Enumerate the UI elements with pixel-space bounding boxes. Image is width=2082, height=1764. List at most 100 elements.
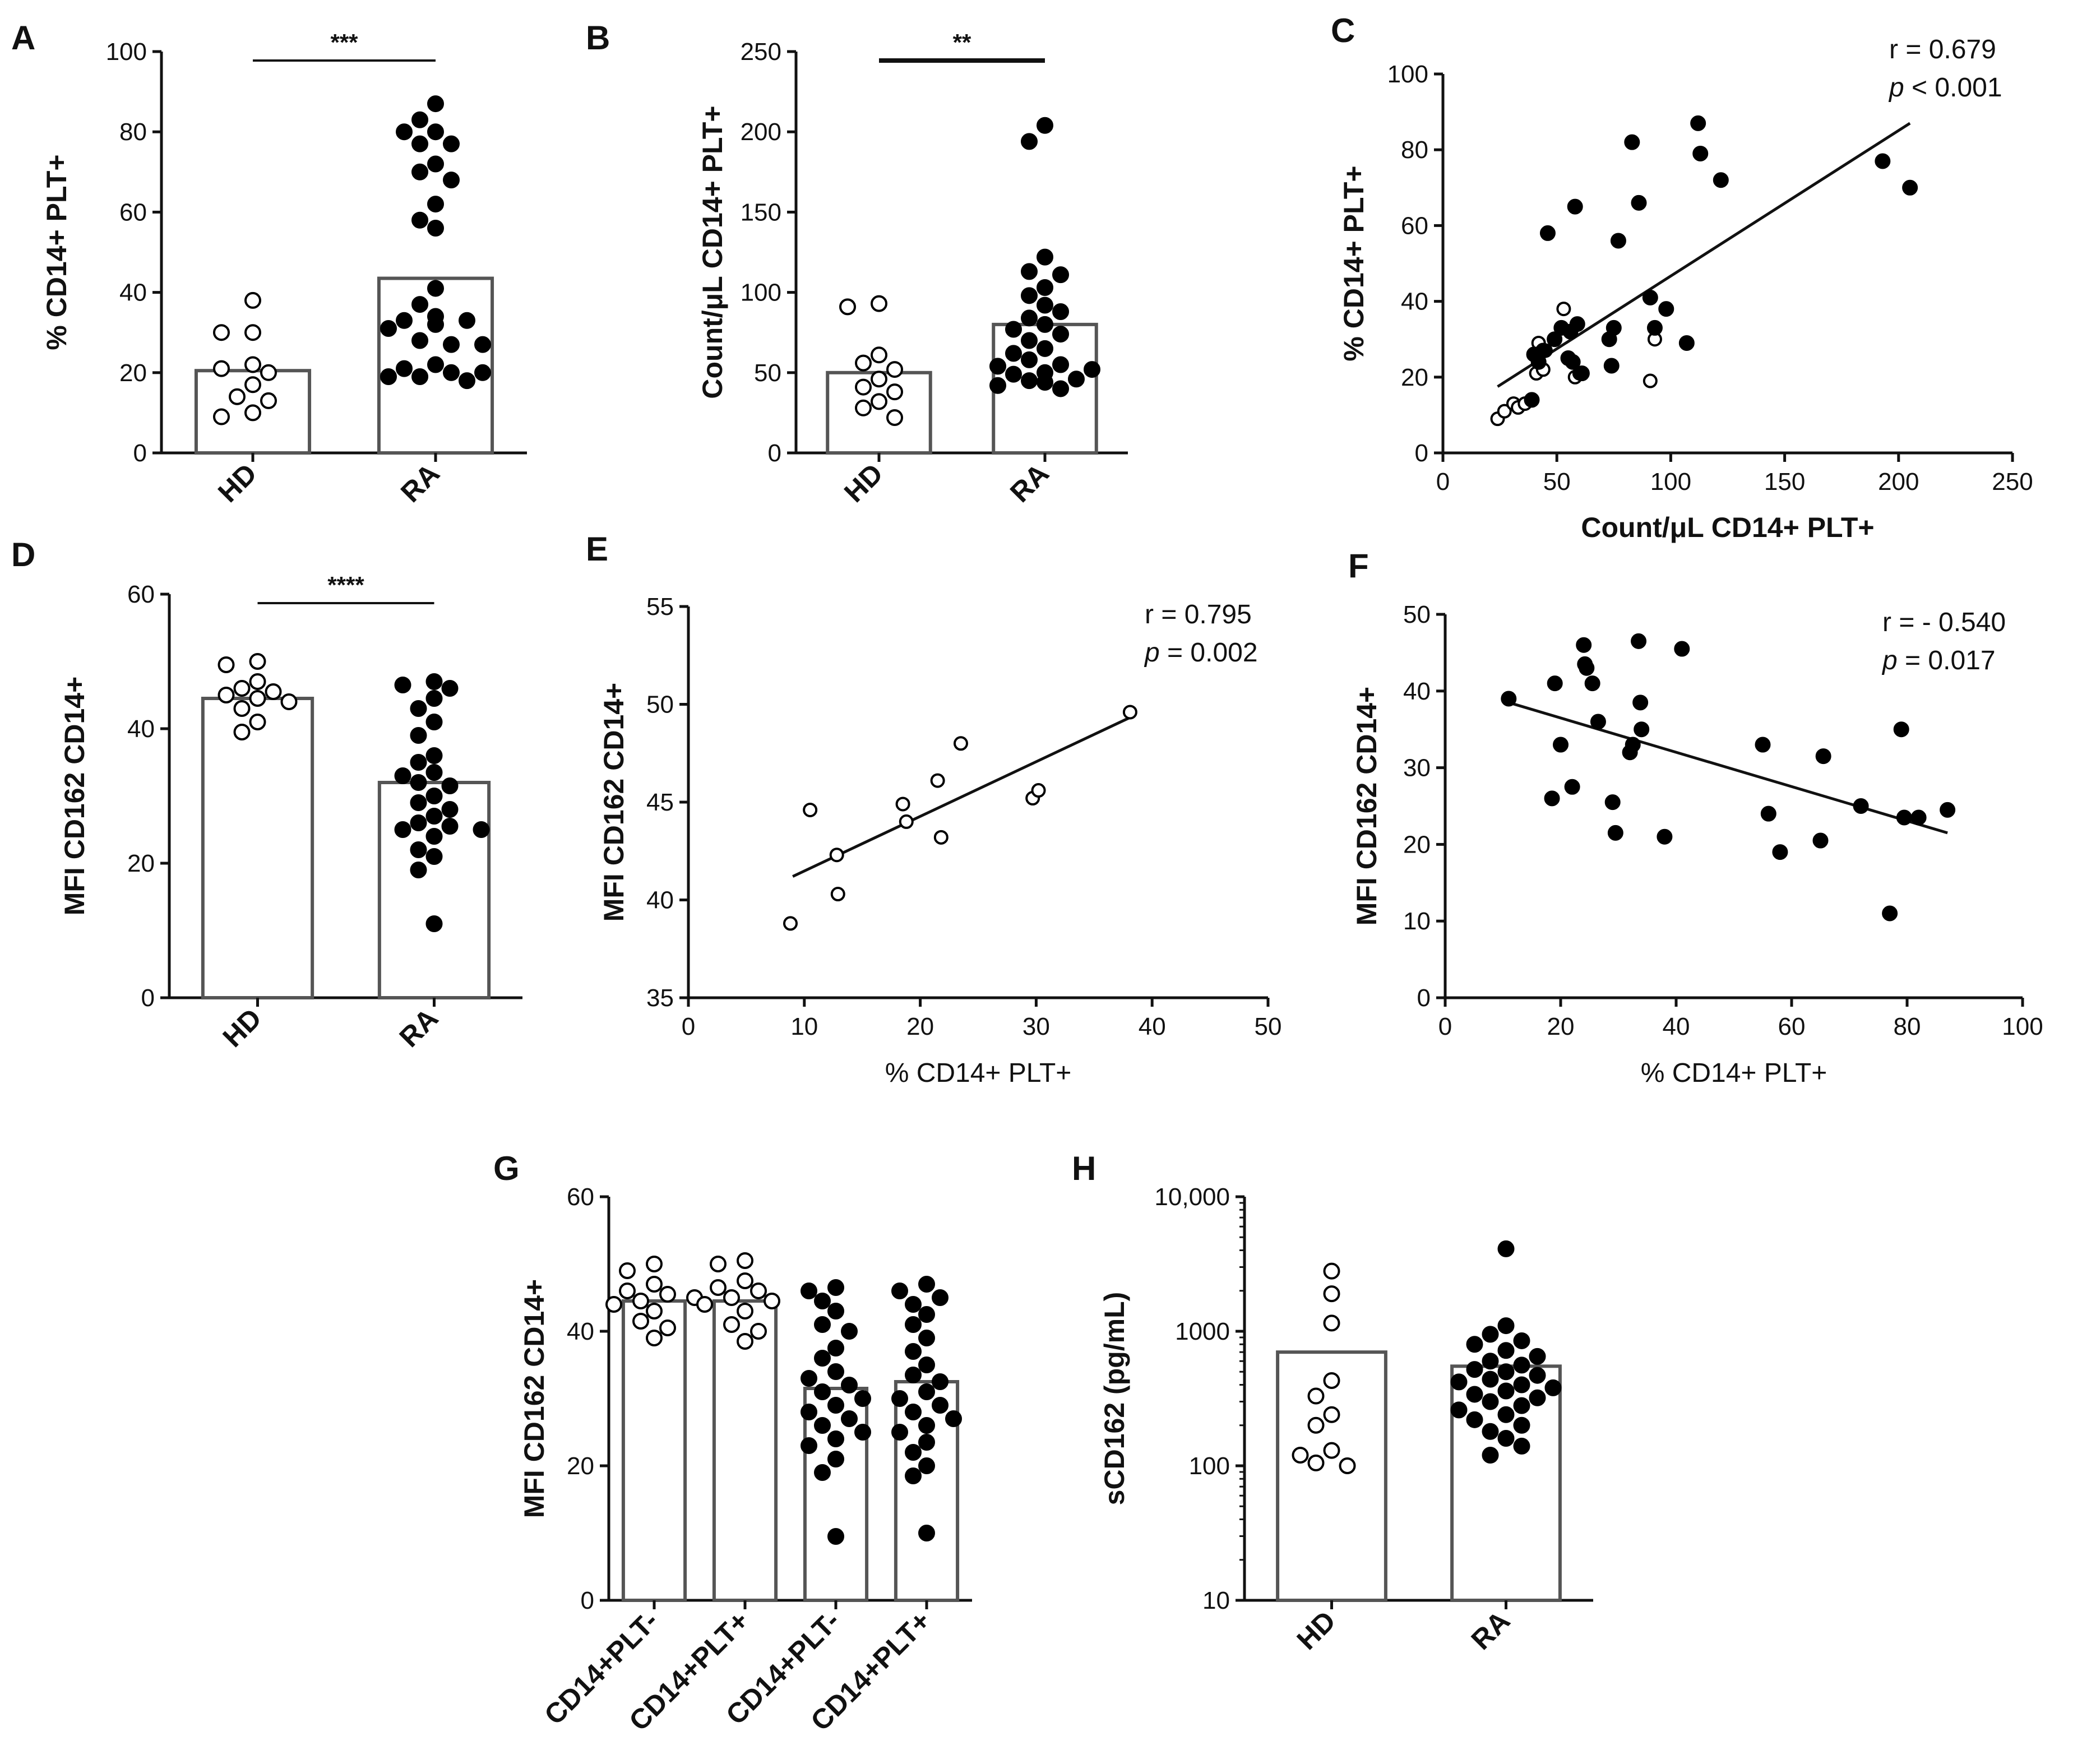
- data-point-filled: [1482, 1353, 1499, 1370]
- x-tick-label: 30: [1023, 1013, 1050, 1040]
- data-point-filled: [473, 821, 490, 838]
- data-point-filled: [1450, 1401, 1468, 1419]
- data-point-open: [696, 1296, 713, 1313]
- data-point-filled: [1005, 365, 1022, 383]
- data-point-filled: [1482, 1446, 1499, 1464]
- data-point-filled: [1482, 1326, 1499, 1343]
- data-point-filled: [1037, 248, 1053, 266]
- data-point-open: [632, 1313, 649, 1330]
- data-point-open: [723, 1316, 740, 1333]
- y-tick-label: 100: [1189, 1452, 1230, 1480]
- regression-line: [1497, 122, 1911, 388]
- data-point-filled: [1569, 316, 1585, 332]
- data-point-open: [244, 324, 261, 341]
- stat-r: r = - 0.540: [1882, 608, 2006, 637]
- y-axis-label: % CD14+ PLT+: [41, 154, 72, 350]
- x-tick-label: 50: [1543, 468, 1571, 496]
- data-point-filled: [918, 1434, 935, 1451]
- data-point-filled: [1529, 1348, 1546, 1365]
- data-point-filled: [410, 862, 427, 878]
- y-tick-label: 80: [119, 118, 147, 146]
- data-point-filled: [827, 1303, 844, 1319]
- data-point-filled: [1482, 1371, 1499, 1388]
- data-point-open: [249, 673, 266, 690]
- significance-label: ****: [327, 572, 364, 598]
- data-point-filled: [396, 360, 413, 377]
- data-point-open: [1323, 1285, 1340, 1303]
- data-point-open: [1307, 1416, 1325, 1434]
- data-point-filled: [1902, 179, 1918, 196]
- data-point-filled: [410, 727, 427, 744]
- data-point-open: [244, 376, 261, 393]
- data-point-filled: [905, 1316, 922, 1333]
- data-point-filled: [1037, 316, 1053, 333]
- data-point-filled: [1657, 828, 1673, 845]
- data-point-open: [1323, 1442, 1340, 1459]
- data-point-filled: [1052, 380, 1069, 397]
- x-tick-label: 0: [682, 1013, 695, 1040]
- data-point-filled: [1513, 1437, 1530, 1455]
- data-point-filled: [1658, 301, 1674, 317]
- data-point-filled: [1606, 320, 1622, 336]
- y-tick-label: 50: [646, 691, 674, 719]
- data-point-filled: [1535, 342, 1551, 359]
- bar: [1276, 1350, 1387, 1603]
- data-point-filled: [905, 1367, 922, 1383]
- data-point-filled: [801, 1437, 817, 1454]
- data-point-open: [1307, 1387, 1325, 1405]
- data-point-filled: [854, 1424, 871, 1441]
- data-point-filled: [427, 196, 444, 213]
- data-point-filled: [1037, 279, 1053, 297]
- data-point-filled: [425, 747, 443, 764]
- x-tick-label: 100: [2002, 1013, 2043, 1040]
- data-point-filled: [443, 135, 460, 152]
- data-point-filled: [1021, 133, 1038, 150]
- data-point-open: [280, 693, 298, 710]
- data-point-filled: [918, 1356, 935, 1373]
- data-point-filled: [1497, 1406, 1515, 1423]
- data-point-open: [750, 1323, 767, 1340]
- data-point-filled: [1005, 321, 1022, 338]
- y-axis-label: sCD162 (pg/mL): [1099, 1292, 1130, 1506]
- data-point-filled: [443, 336, 460, 353]
- data-point-open: [632, 1293, 649, 1309]
- data-point-filled: [827, 1363, 844, 1380]
- data-point-filled: [1513, 1332, 1530, 1349]
- y-axis-label: % CD14+ PLT+: [1338, 165, 1370, 361]
- stat-r: r = 0.795: [1145, 600, 1252, 629]
- y-tick-label: 1000: [1175, 1318, 1230, 1345]
- data-point-open: [783, 916, 798, 931]
- y-axis-label: MFI CD162 CD14+: [59, 677, 90, 916]
- panel-h: H 10 100 1000 10,000 sCD162 (pg/mL) HD RA: [1072, 1150, 1593, 1656]
- data-point-open: [1497, 404, 1512, 419]
- data-point-open: [855, 399, 872, 416]
- panel-letter: H: [1072, 1150, 1096, 1187]
- data-point-open: [1323, 1314, 1340, 1332]
- data-point-open: [659, 1319, 676, 1336]
- data-point-filled: [1812, 832, 1829, 849]
- data-point-filled: [425, 690, 443, 707]
- data-point-filled: [1021, 263, 1038, 280]
- y-tick-label: 20: [567, 1452, 594, 1480]
- y-tick-label: 10,000: [1154, 1183, 1230, 1211]
- data-point-filled: [441, 680, 459, 697]
- data-point-filled: [891, 1424, 908, 1441]
- data-point-open: [659, 1286, 676, 1303]
- data-point-filled: [841, 1323, 858, 1340]
- data-point-filled: [1037, 297, 1053, 314]
- x-tick-label: 20: [906, 1013, 934, 1040]
- data-point-open: [229, 388, 246, 405]
- data-point-open: [723, 1289, 740, 1306]
- data-point-filled: [932, 1289, 949, 1306]
- data-point-filled: [425, 788, 443, 804]
- data-point-filled: [814, 1316, 831, 1333]
- data-point-filled: [1005, 345, 1022, 362]
- panel-e: E 35 40 45 50 55 0 10 20 30 40 50 MFI CD162 CD14+ % C…: [586, 530, 1281, 1088]
- data-point-open: [646, 1330, 663, 1346]
- y-tick-label: 40: [1403, 678, 1431, 705]
- data-point-filled: [1755, 737, 1771, 753]
- data-point-open: [213, 408, 230, 425]
- data-point-open: [871, 346, 887, 364]
